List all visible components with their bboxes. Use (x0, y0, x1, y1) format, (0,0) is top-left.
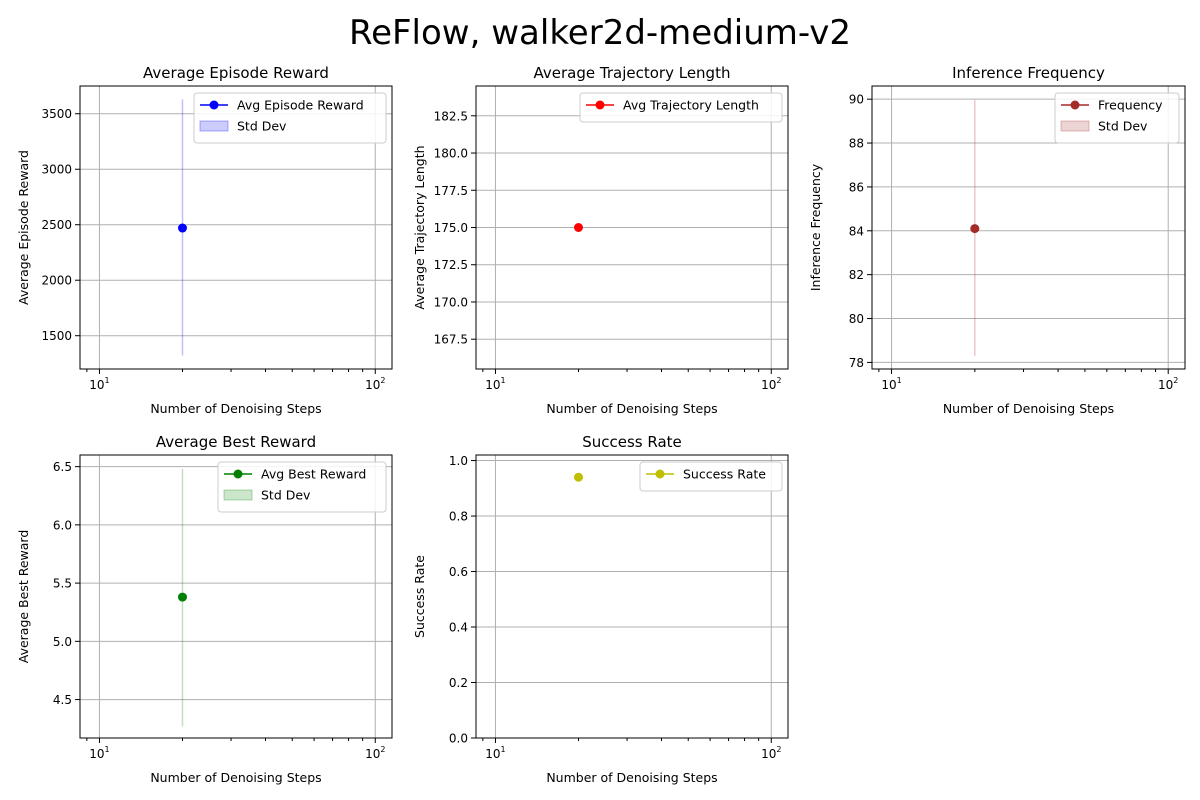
y-tick-label: 78 (849, 356, 864, 370)
legend-label: Avg Trajectory Length (623, 98, 759, 113)
y-tick-label: 177.5 (434, 184, 468, 198)
legend: Avg Episode Reward Std Dev (193, 92, 387, 144)
x-tick-label: 102 (761, 376, 781, 392)
data-point (177, 592, 187, 602)
axes-frame (871, 85, 1186, 370)
legend-marker-swatch (1070, 100, 1080, 110)
legend-label: Std Dev (261, 488, 311, 503)
y-tick-label: 88 (849, 137, 864, 151)
legend-patch-swatch (1060, 120, 1090, 132)
subplot-5: 101 102 0.0 0.2 0.4 0.6 0.8 1.0 Success Rate Numb… (412, 433, 789, 785)
data-point (573, 472, 583, 482)
y-axis-label: Success Rate (412, 555, 427, 638)
y-tick-label: 6.0 (53, 518, 72, 532)
subplot-title: Average Best Reward (156, 433, 316, 451)
axes-frame (79, 454, 393, 739)
legend-patch-swatch (223, 489, 253, 501)
y-tick-label: 182.5 (434, 109, 468, 123)
y-tick-label: 170.0 (434, 295, 468, 309)
legend-marker-swatch (209, 100, 219, 110)
legend-label: Std Dev (1098, 119, 1148, 134)
y-tick-label: 172.5 (434, 258, 468, 272)
x-axis-label: Number of Denoising Steps (150, 401, 321, 416)
legend: Frequency Std Dev (1054, 92, 1180, 144)
x-tick-label: 101 (485, 745, 505, 761)
x-tick-label: 102 (1158, 376, 1178, 392)
y-tick-label: 80 (849, 312, 864, 326)
subplot-title: Average Trajectory Length (534, 64, 731, 82)
axes-frame (79, 85, 393, 370)
y-tick-label: 2500 (41, 218, 72, 232)
subplot-title: Inference Frequency (952, 64, 1105, 82)
y-tick-label: 0.0 (449, 732, 468, 746)
legend-patch-swatch (199, 120, 229, 132)
y-tick-label: 86 (849, 180, 864, 194)
x-tick-label: 102 (365, 745, 385, 761)
y-tick-label: 82 (849, 268, 864, 282)
x-tick-label: 102 (761, 745, 781, 761)
legend-label: Std Dev (237, 119, 287, 134)
axes-frame (475, 454, 789, 739)
data-point (970, 224, 980, 234)
x-tick-label: 101 (89, 745, 109, 761)
legend-box (217, 461, 387, 513)
subplot-4: 101 102 4.5 5.0 5.5 6.0 6.5 Average Best Reward… (16, 433, 393, 785)
subplot-2: 101 102 167.5 170.0 172.5 175.0 177.5 180.0 182.… (412, 64, 789, 416)
y-tick-label: 180.0 (434, 147, 468, 161)
legend-marker-swatch (655, 469, 665, 479)
data-point (177, 223, 187, 233)
subplot-1: 101 102 1500 2000 2500 3000 3500 Average Episod… (16, 64, 393, 416)
legend-marker-swatch (595, 100, 605, 110)
x-axis-label: Number of Denoising Steps (546, 770, 717, 785)
x-tick-label: 101 (485, 376, 505, 392)
y-tick-label: 167.5 (434, 333, 468, 347)
legend-box (579, 92, 783, 123)
y-tick-label: 3000 (41, 163, 72, 177)
legend: Avg Best Reward Std Dev (217, 461, 387, 513)
x-axis-label: Number of Denoising Steps (943, 401, 1114, 416)
y-tick-label: 0.4 (449, 621, 468, 635)
y-tick-label: 1500 (41, 329, 72, 343)
y-tick-label: 0.2 (449, 676, 468, 690)
y-tick-label: 4.5 (53, 693, 72, 707)
legend-label: Frequency (1098, 98, 1163, 113)
y-tick-label: 175.0 (434, 221, 468, 235)
y-tick-label: 6.5 (53, 460, 72, 474)
x-axis-label: Number of Denoising Steps (546, 401, 717, 416)
y-tick-label: 5.5 (53, 577, 72, 591)
data-point (573, 223, 583, 232)
legend: Avg Trajectory Length (579, 92, 783, 123)
y-axis-label: Inference Frequency (808, 163, 823, 291)
y-tick-label: 2000 (41, 274, 72, 288)
y-tick-label: 0.6 (449, 565, 468, 579)
subplots: 101 102 1500 2000 2500 3000 3500 Average Episod… (16, 64, 1186, 785)
legend-label: Avg Best Reward (261, 467, 366, 482)
y-tick-label: 5.0 (53, 635, 72, 649)
y-axis-label: Average Best Reward (16, 530, 31, 664)
y-axis-label: Average Episode Reward (16, 150, 31, 305)
x-tick-label: 101 (881, 376, 901, 392)
legend-box (639, 461, 783, 492)
legend-marker-swatch (233, 469, 243, 479)
y-tick-label: 3500 (41, 107, 72, 121)
y-tick-label: 0.8 (449, 510, 468, 524)
legend-label: Avg Episode Reward (237, 98, 364, 113)
legend-box (193, 92, 387, 144)
x-axis-label: Number of Denoising Steps (150, 770, 321, 785)
y-tick-label: 84 (849, 224, 864, 238)
y-tick-label: 90 (849, 93, 864, 107)
legend-label: Success Rate (683, 467, 766, 482)
subplot-title: Success Rate (582, 433, 682, 451)
subplot-3: 101 102 78 80 82 84 86 88 90 Inference Frequency N… (808, 64, 1186, 416)
y-tick-label: 1.0 (449, 454, 468, 468)
figure-title: ReFlow, walker2d-medium-v2 (349, 13, 851, 53)
x-tick-label: 101 (89, 376, 109, 392)
subplot-title: Average Episode Reward (143, 64, 329, 82)
y-axis-label: Average Trajectory Length (412, 145, 427, 309)
x-tick-label: 102 (365, 376, 385, 392)
legend: Success Rate (639, 461, 783, 492)
